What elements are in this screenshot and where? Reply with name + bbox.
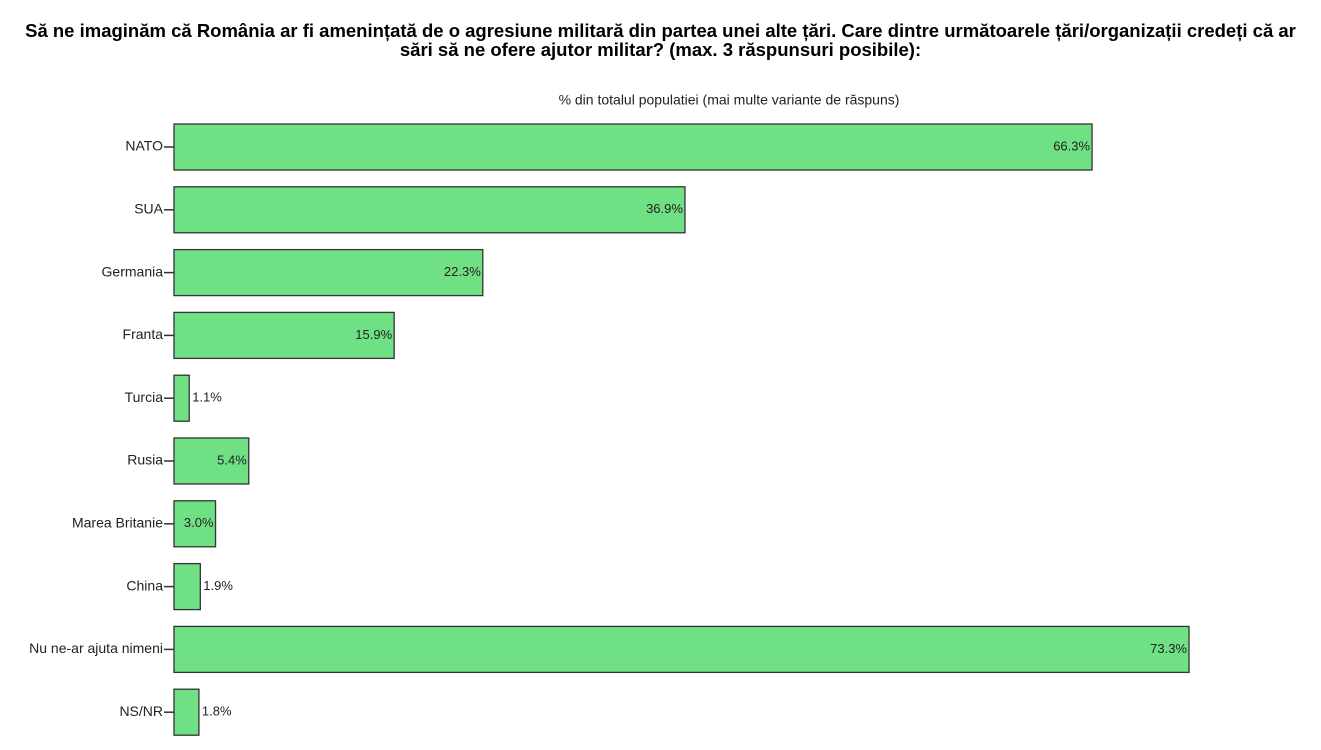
bar	[173, 123, 1093, 171]
bar	[173, 500, 217, 548]
y-tick-label: Nu ne-ar ajuta nimeni	[29, 640, 163, 656]
chart-subtitle: % din totalul populatiei (mai multe vari…	[559, 92, 900, 108]
y-tick-label: Marea Britanie	[72, 515, 163, 531]
value-label: 22.3%	[444, 264, 481, 279]
y-tick-label: China	[126, 577, 163, 593]
value-label: 5.4%	[217, 452, 247, 467]
value-label: 73.3%	[1150, 641, 1187, 656]
y-tick-label: Franta	[123, 326, 164, 342]
value-label: 1.9%	[203, 578, 233, 593]
y-tick-label: NATO	[125, 138, 163, 154]
y-tick-label: Rusia	[127, 452, 163, 468]
bar	[173, 248, 484, 297]
y-tick-label: Turcia	[125, 389, 164, 405]
value-label: 1.8%	[202, 704, 232, 719]
value-label: 3.0%	[184, 515, 214, 530]
y-tick-label: Germania	[102, 263, 164, 279]
bar	[173, 311, 395, 360]
bar	[173, 625, 1190, 674]
value-label: 1.1%	[192, 390, 222, 405]
bar	[173, 186, 686, 234]
y-tick-label: SUA	[134, 201, 163, 217]
bar	[173, 688, 200, 736]
value-label: 36.9%	[646, 201, 683, 216]
value-label: 66.3%	[1053, 138, 1090, 153]
value-label: 15.9%	[355, 327, 392, 342]
y-tick-label: NS/NR	[119, 703, 163, 719]
bar	[173, 562, 201, 611]
chart-title: Să ne imaginăm că România ar fi amenința…	[25, 20, 1296, 60]
bar	[173, 374, 190, 422]
bar	[173, 437, 250, 485]
